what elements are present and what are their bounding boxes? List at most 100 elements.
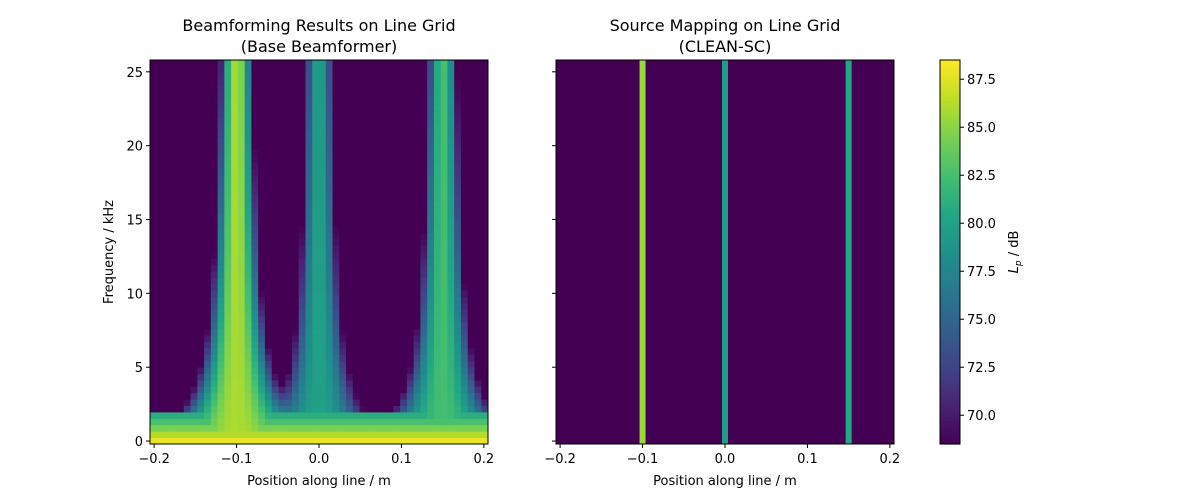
left-heat-cell [447,399,455,406]
left-heat-cell [413,79,421,86]
left-heat-cell [237,66,246,74]
left-heat-cell [346,380,354,387]
left-heat-cell [305,412,313,419]
left-heat-cell [440,117,448,125]
left-heat-cell [379,392,387,400]
left-heat-cell [285,117,293,125]
left-heat-cell [177,60,185,67]
left-heat-cell [332,188,340,195]
left-heat-cell [427,239,435,246]
left-heat-cell [210,200,218,208]
left-heat-cell [325,124,333,131]
left-heat-cell [447,354,455,362]
left-heat-cell [400,162,408,170]
left-heat-cell [251,271,259,278]
left-heat-cell [373,104,381,112]
left-heat-cell [379,245,387,253]
left-heat-cell [285,322,293,330]
colorbar-tick-label: 80.0 [967,217,996,232]
left-heat-cell [346,373,354,381]
left-heat-cell [325,245,333,253]
left-heat-cell [339,258,347,266]
left-heat-cell [264,124,273,131]
left-heat-cell [271,277,279,285]
left-heat-cell [352,79,360,86]
left-heat-cell [271,418,279,426]
left-heat-cell [467,412,475,419]
left-heat-cell [258,258,266,266]
left-heat-cell [447,424,455,432]
left-heat-cell [427,60,435,67]
left-heat-cell [393,149,401,157]
left-heat-cell [312,392,320,400]
left-heat-cell [163,130,171,138]
left-heat-cell [433,277,442,285]
left-heat-cell [481,328,489,336]
left-heat-cell [454,316,462,323]
left-heat-cell [332,290,340,298]
left-heat-cell [197,284,205,291]
left-heat-cell [177,200,185,208]
left-heat-cell [433,66,442,74]
left-heat-cell [467,188,475,195]
left-heat-cell [278,328,286,336]
left-heat-cell [305,322,313,330]
left-heat-cell [346,424,354,432]
left-heat-cell [433,367,442,374]
left-heat-cell [352,348,360,355]
left-heat-cell [373,130,381,138]
left-heat-cell [346,399,354,406]
left-heat-cell [406,341,415,349]
left-heat-cell [413,136,421,144]
left-heat-cell [406,316,415,323]
left-heat-cell [420,92,428,99]
left-heat-cell [406,188,415,195]
left-heat-cell [373,239,381,246]
left-heat-cell [413,322,421,330]
left-heat-cell [170,188,178,195]
left-heat-cell [163,200,171,208]
left-heat-cell [251,437,259,445]
left-heat-cell [312,405,320,413]
left-heat-cell [474,143,482,150]
left-heat-cell [346,284,354,291]
left-heat-cell [291,98,300,106]
left-heat-cell [386,194,394,202]
left-heat-cell [420,213,428,221]
left-heat-cell [400,200,408,208]
left-heat-cell [271,392,279,400]
left-heat-cell [359,412,367,419]
left-heat-cell [339,149,347,157]
left-heat-cell [460,322,469,330]
left-heat-cell [312,316,320,323]
left-heat-cell [386,124,394,131]
left-heat-cell [163,399,171,406]
left-heat-cell [447,79,455,86]
left-heat-cell [386,239,394,246]
left-heat-cell [332,373,340,381]
left-heat-cell [339,405,347,413]
left-heat-cell [258,328,266,336]
left-heat-cell [150,303,158,310]
left-heat-cell [373,207,381,214]
left-heat-cell [210,431,218,438]
left-heat-cell [190,405,198,413]
left-heat-cell [183,72,191,80]
left-heat-cell [312,194,320,202]
left-heat-cell [433,328,442,336]
left-heat-cell [413,252,421,259]
left-heat-cell [244,367,252,374]
left-heat-cell [467,111,475,118]
left-heat-cell [312,258,320,266]
left-heat-cell [183,239,191,246]
left-heat-cell [332,252,340,259]
left-heat-cell [231,316,239,323]
left-heat-cell [406,72,415,80]
left-heat-cell [278,200,286,208]
left-heat-cell [359,290,367,298]
left-heat-cell [339,143,347,150]
left-heat-cell [217,226,225,234]
left-heat-cell [420,245,428,253]
left-heat-cell [447,213,455,221]
left-heat-cell [379,360,387,368]
